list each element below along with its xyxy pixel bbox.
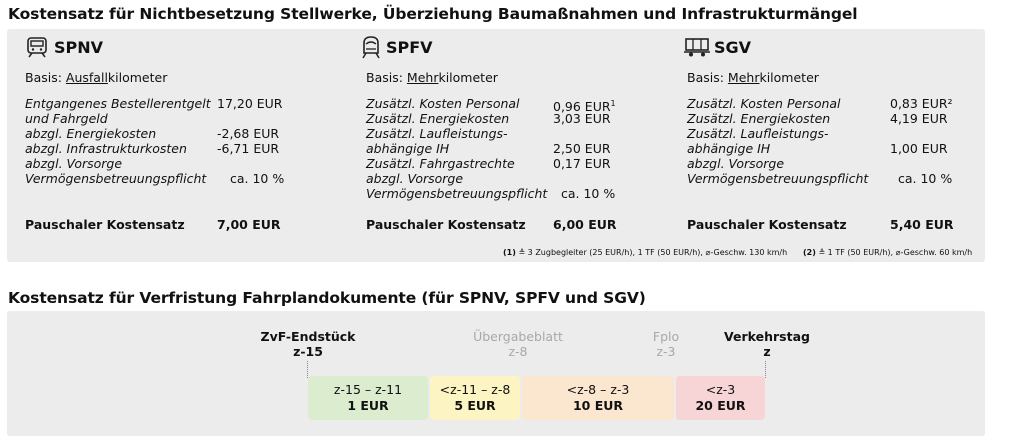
row-value: 4,19 EUR — [890, 111, 948, 126]
row-label: abzgl. Vorsorge — [366, 171, 464, 186]
column-title-spfv: SPFV — [386, 38, 433, 57]
guide-line — [765, 361, 766, 378]
total-label-spnv: Pauschaler Kostensatz — [25, 217, 185, 232]
row-label: Entgangenes Bestellerentgelt — [25, 96, 211, 111]
row-label: Vermögensbetreuungspflicht — [366, 186, 548, 201]
segment-z15-z11: z-15 – z-11 1 EUR — [308, 376, 428, 420]
milestone-fplo: Fplo z-3 — [652, 329, 680, 359]
row-value: 0,17 EUR — [553, 156, 611, 171]
row-value: ca. 10 % — [561, 186, 616, 201]
column-title-spnv: SPNV — [54, 38, 104, 57]
high-speed-train-icon — [362, 36, 380, 59]
milestone-verkehrstag: Verkehrstag z — [724, 329, 810, 359]
row-label: Zusätzl. Laufleistungs- — [366, 126, 508, 141]
segment-z11-z8: <z-11 – z-8 5 EUR — [430, 376, 520, 420]
row-value: -6,71 EUR — [217, 141, 280, 156]
guide-line — [307, 361, 308, 378]
row-label: und Fahrgeld — [25, 111, 108, 126]
section2-title: Kostensatz für Verfristung Fahrplandokum… — [8, 289, 646, 307]
freight-wagon-icon — [684, 38, 710, 57]
row-label: Zusätzl. Energiekosten — [366, 111, 510, 126]
row-value: ca. 10 % — [230, 171, 285, 186]
row-label: Zusätzl. Kosten Personal — [687, 96, 841, 111]
total-label-sgv: Pauschaler Kostensatz — [687, 217, 847, 232]
row-label: abzgl. Infrastrukturkosten — [25, 141, 187, 156]
row-value: 2,50 EUR — [553, 141, 611, 156]
row-label: abzgl. Energiekosten — [25, 126, 157, 141]
row-label: Zusätzl. Energiekosten — [687, 111, 831, 126]
row-value: 17,20 EUR — [217, 96, 283, 111]
total-value-spnv: 7,00 EUR — [217, 217, 281, 232]
basis-spfv: Basis: Mehrkilometer — [366, 70, 498, 85]
segment-z8-z3: <z-8 – z-3 10 EUR — [522, 376, 674, 420]
row-value: 1,00 EUR — [890, 141, 948, 156]
row-label: Vermögensbetreuungspflicht — [25, 171, 207, 186]
total-value-spfv: 6,00 EUR — [553, 217, 617, 232]
row-label: abhängige IH — [366, 141, 450, 156]
milestone-zvf-endstueck: ZvF-Endstück z-15 — [260, 329, 356, 359]
cost-panel — [7, 29, 985, 262]
segment-z3: <z-3 20 EUR — [676, 376, 765, 420]
row-value: ca. 10 % — [898, 171, 953, 186]
row-label: Zusätzl. Fahrgastrechte — [366, 156, 515, 171]
column-title-sgv: SGV — [714, 38, 752, 57]
total-label-spfv: Pauschaler Kostensatz — [366, 217, 526, 232]
milestone-uebergabeblatt: Übergabeblatt z-8 — [473, 329, 563, 359]
regional-train-icon — [27, 37, 47, 58]
basis-sgv: Basis: Mehrkilometer — [687, 70, 819, 85]
total-value-sgv: 5,40 EUR — [890, 217, 954, 232]
row-value: 0,83 EUR² — [890, 96, 953, 111]
row-label: Zusätzl. Laufleistungs- — [687, 126, 829, 141]
row-value: 0,96 EUR1 — [553, 99, 616, 115]
basis-spnv: Basis: Ausfallkilometer — [25, 70, 168, 85]
row-label: Vermögensbetreuungspflicht — [687, 171, 869, 186]
footnote-1: (1) ≙ 3 Zugbegleiter (25 EUR/h), 1 TF (5… — [503, 248, 788, 257]
row-label: abhängige IH — [687, 141, 771, 156]
footnote-2: (2) ≙ 1 TF (50 EUR/h), ⌀-Geschw. 60 km/h — [803, 248, 973, 257]
row-value: -2,68 EUR — [217, 126, 280, 141]
section1-title: Kostensatz für Nichtbesetzung Stellwerke… — [8, 5, 858, 23]
row-value: 3,03 EUR — [553, 111, 611, 126]
row-label: Zusätzl. Kosten Personal — [366, 96, 520, 111]
row-label: abzgl. Vorsorge — [25, 156, 123, 171]
row-label: abzgl. Vorsorge — [687, 156, 785, 171]
